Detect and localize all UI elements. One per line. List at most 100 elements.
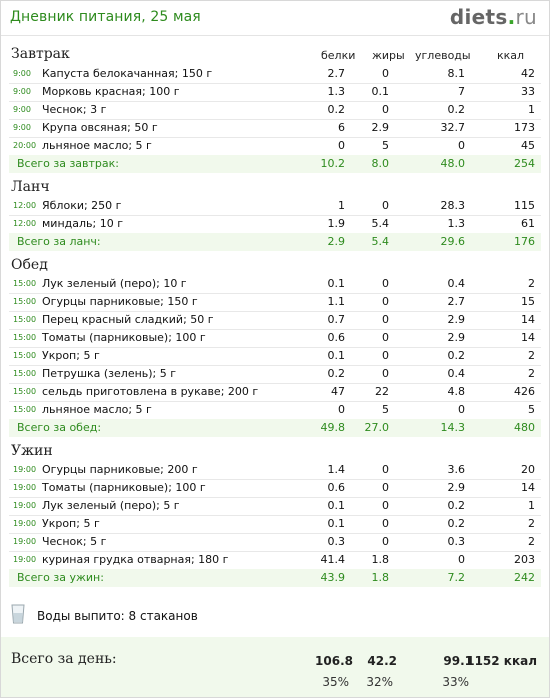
fat: 0.1	[371, 85, 390, 98]
table-row: 9:00 Чеснок; 3 г 0.2 0 0.2 1	[9, 101, 541, 120]
logo-tld: ru	[515, 5, 537, 29]
food-name: льняное масло; 5 г	[42, 403, 152, 416]
food-name: куриная грудка отварная; 180 г	[42, 553, 229, 566]
header-divider	[1, 35, 549, 36]
meal-lunch-title: Ланч	[11, 179, 50, 195]
time: 20:00	[13, 141, 37, 150]
meal-total-row: Всего за обед: 49.8 27.0 14.3 480	[9, 419, 541, 437]
kcal: 2	[528, 535, 535, 548]
table-row: 20:00 льняное масло; 5 г 0 5 0 45	[9, 137, 541, 156]
carbs: 7.2	[447, 571, 466, 584]
protein: 6	[338, 121, 345, 134]
glass-icon	[11, 604, 25, 624]
time: 12:00	[13, 201, 37, 210]
total-label: Всего за ланч:	[17, 235, 101, 248]
carbs: 28.3	[440, 199, 466, 212]
carbs: 0.2	[447, 103, 466, 116]
table-row: 19:00 Чеснок; 5 г 0.3 0 0.3 2	[9, 533, 541, 552]
kcal: 15	[521, 295, 535, 308]
time: 9:00	[13, 123, 31, 132]
meal-total-row: Всего за завтрак: 10.2 8.0 48.0 254	[9, 155, 541, 173]
site-logo[interactable]: diets.ru	[450, 5, 537, 29]
protein: 41.4	[320, 553, 346, 566]
kcal: 254	[514, 157, 535, 170]
carbs: 48.0	[440, 157, 466, 170]
protein: 1	[338, 199, 345, 212]
food-name: Лук зеленый (перо); 10 г	[42, 277, 187, 290]
table-row: 9:00 Крупа овсяная; 50 г 6 2.9 32.7 173	[9, 119, 541, 138]
carbs: 2.9	[447, 481, 466, 494]
protein: 0	[338, 139, 345, 152]
page-title: Дневник питания, 25 мая	[10, 9, 201, 25]
food-name: Лук зеленый (перо); 5 г	[42, 499, 180, 512]
protein: 0.1	[327, 277, 346, 290]
carbs: 8.1	[447, 67, 466, 80]
time: 9:00	[13, 105, 31, 114]
time: 19:00	[13, 519, 37, 528]
kcal: 173	[514, 121, 535, 134]
logo-dot: .	[507, 5, 516, 29]
table-row: 19:00 Укроп; 5 г 0.1 0 0.2 2	[9, 515, 541, 534]
day-carbs: 99.1	[443, 654, 473, 668]
food-name: Перец красный сладкий; 50 г	[42, 313, 214, 326]
fat: 0	[382, 103, 389, 116]
meal-supper-title: Ужин	[11, 443, 53, 459]
col-kcal: ккал	[497, 49, 525, 62]
kcal: 1	[528, 499, 535, 512]
fat: 0	[382, 463, 389, 476]
fat: 1.8	[371, 571, 390, 584]
water-text: Воды выпито: 8 стаканов	[37, 609, 198, 623]
total-label: Всего за завтрак:	[17, 157, 120, 170]
kcal: 2	[528, 367, 535, 380]
kcal: 2	[528, 517, 535, 530]
time: 15:00	[13, 387, 37, 396]
kcal: 115	[514, 199, 535, 212]
carbs: 2.9	[447, 313, 466, 326]
time: 15:00	[13, 297, 37, 306]
fat: 0	[382, 277, 389, 290]
time: 9:00	[13, 69, 31, 78]
protein: 0.3	[327, 535, 346, 548]
food-name: сельдь приготовлена в рукаве; 200 г	[42, 385, 259, 398]
fat: 0	[382, 331, 389, 344]
fat: 0	[382, 295, 389, 308]
day-total: Всего за день: 106.8 42.2 99.1 1152 ккал…	[1, 637, 549, 697]
time: 9:00	[13, 87, 31, 96]
protein: 0.7	[327, 313, 346, 326]
kcal: 5	[528, 403, 535, 416]
day-protein: 106.8	[315, 654, 353, 668]
time: 15:00	[13, 405, 37, 414]
protein: 1.3	[327, 85, 346, 98]
fat: 0	[382, 199, 389, 212]
meal-dinner-title: Обед	[11, 257, 48, 273]
fat: 0	[382, 349, 389, 362]
kcal: 33	[521, 85, 535, 98]
protein: 0.1	[327, 499, 346, 512]
fat: 0	[382, 499, 389, 512]
table-row: 19:00 Томаты (парниковые); 100 г 0.6 0 2.9 14	[9, 479, 541, 498]
table-row: 15:00 Петрушка (зелень); 5 г 0.2 0 0.4 2	[9, 365, 541, 384]
time: 19:00	[13, 537, 37, 546]
carbs: 0	[458, 139, 465, 152]
total-label: Всего за обед:	[17, 421, 102, 434]
kcal: 176	[514, 235, 535, 248]
protein: 0.1	[327, 349, 346, 362]
table-row: 15:00 Лук зеленый (перо); 10 г 0.1 0 0.4 2	[9, 275, 541, 294]
table-row: 15:00 Укроп; 5 г 0.1 0 0.2 2	[9, 347, 541, 366]
table-row: 15:00 сельдь приготовлена в рукаве; 200 г…	[9, 383, 541, 402]
kcal: 14	[521, 313, 535, 326]
kcal: 2	[528, 277, 535, 290]
carbs: 1.3	[447, 217, 466, 230]
time: 19:00	[13, 483, 37, 492]
time: 15:00	[13, 351, 37, 360]
fat: 5	[382, 403, 389, 416]
total-label: Всего за ужин:	[17, 571, 104, 584]
food-name: Томаты (парниковые); 100 г	[42, 331, 206, 344]
fat: 5.4	[371, 217, 390, 230]
carbs: 4.8	[447, 385, 466, 398]
table-row: 12:00 Яблоки; 250 г 1 0 28.3 115	[9, 197, 541, 216]
carbs: 0.4	[447, 277, 466, 290]
kcal: 426	[514, 385, 535, 398]
carbs: 2.9	[447, 331, 466, 344]
